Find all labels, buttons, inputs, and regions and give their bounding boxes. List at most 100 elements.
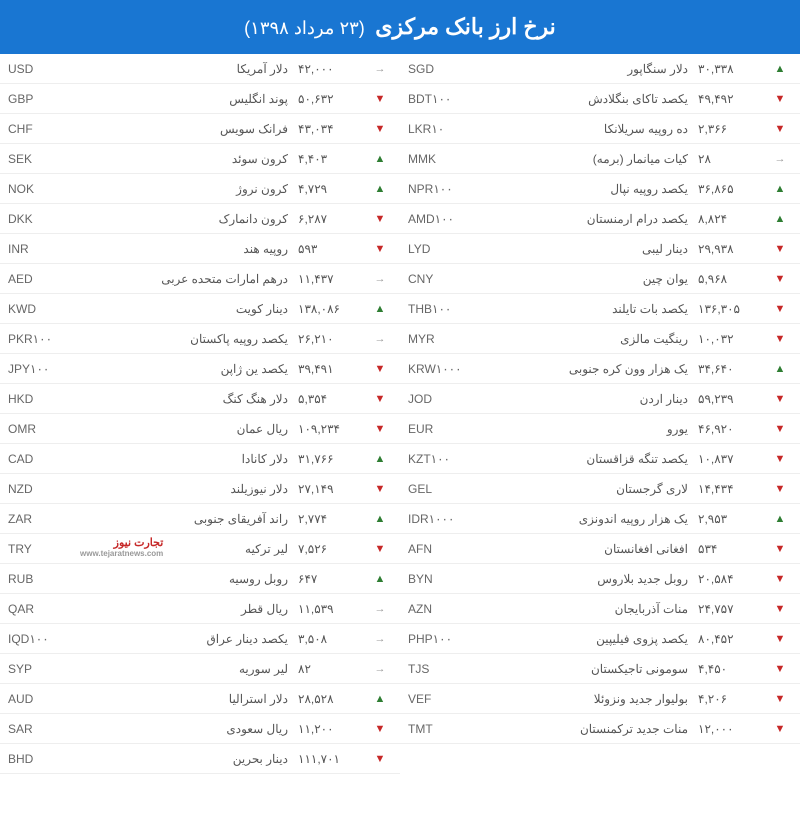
table-row: MMKکیات میانمار (برمه)۲۸→	[400, 144, 800, 174]
page-date: (۲۳ مرداد ۱۳۹۸)	[244, 18, 365, 38]
currency-name: دینار بحرین	[78, 752, 298, 766]
currency-value: ۱۰,۸۳۷	[698, 452, 768, 466]
trend-icon: ▼	[768, 633, 792, 645]
trend-icon: ▲	[768, 183, 792, 195]
table-row: SGDدلار سنگاپور۳۰,۳۳۸▲	[400, 54, 800, 84]
trend-icon: ▲	[368, 303, 392, 315]
currency-value: ۲۸	[698, 152, 768, 166]
table-row: THB۱۰۰یکصد بات تایلند۱۳۶,۳۰۵▼	[400, 294, 800, 324]
trend-icon: ▼	[368, 423, 392, 435]
currency-name: پوند انگلیس	[78, 92, 298, 106]
table-row: TMTمنات جدید ترکمنستان۱۲,۰۰۰▼	[400, 714, 800, 744]
currency-value: ۸۲	[298, 662, 368, 676]
currency-name: کرون نروژ	[78, 182, 298, 196]
currency-code: IQD۱۰۰	[8, 632, 78, 646]
currency-value: ۲۶,۲۱۰	[298, 332, 368, 346]
trend-icon: ▼	[768, 243, 792, 255]
trend-icon: ▼	[768, 573, 792, 585]
currency-name: یوان چین	[478, 272, 698, 286]
trend-icon: ▲	[368, 513, 392, 525]
table-row: QARریال قطر۱۱,۵۳۹→	[0, 594, 400, 624]
currency-name: دلار استرالیا	[78, 692, 298, 706]
currency-value: ۵۰,۶۳۲	[298, 92, 368, 106]
currency-value: ۸۰,۴۵۲	[698, 632, 768, 646]
table-row: IDR۱۰۰۰یک هزار روپیه اندونزی۲,۹۵۳▲	[400, 504, 800, 534]
currency-code: AFN	[408, 542, 478, 556]
currency-code: JPY۱۰۰	[8, 362, 78, 376]
currency-code: PHP۱۰۰	[408, 632, 478, 646]
currency-value: ۱۰۹,۲۳۴	[298, 422, 368, 436]
page-title: نرخ ارز بانک مرکزی	[375, 14, 556, 39]
currency-name: منات جدید ترکمنستان	[478, 722, 698, 736]
currency-code: LKR۱۰	[408, 122, 478, 136]
currency-value: ۸,۸۲۴	[698, 212, 768, 226]
trend-icon: ▼	[768, 123, 792, 135]
currency-code: OMR	[8, 422, 78, 436]
currency-name: ریال قطر	[78, 602, 298, 616]
currency-value: ۲۰,۵۸۴	[698, 572, 768, 586]
currency-name: کرون سوئد	[78, 152, 298, 166]
table-row: GELلاری گرجستان۱۴,۴۳۴▼	[400, 474, 800, 504]
trend-icon: ▼	[768, 663, 792, 675]
currency-name: افغانی افغانستان	[478, 542, 698, 556]
table-row: ZARراند آفریقای جنوبی۲,۷۷۴▲	[0, 504, 400, 534]
currency-name: منات آذربایجان	[478, 602, 698, 616]
trend-icon: →	[368, 633, 392, 645]
trend-icon: ▼	[768, 333, 792, 345]
currency-code: SGD	[408, 62, 478, 76]
currency-value: ۱۱,۴۳۷	[298, 272, 368, 286]
table-row: INRروپیه هند۵۹۳▼	[0, 234, 400, 264]
trend-icon: ▼	[768, 483, 792, 495]
currency-name: روبل روسیه	[78, 572, 298, 586]
currency-name: دلار کانادا	[78, 452, 298, 466]
trend-icon: ▼	[368, 483, 392, 495]
column-left: SGDدلار سنگاپور۳۰,۳۳۸▲BDT۱۰۰یکصد تاکای ب…	[400, 54, 800, 774]
currency-name: دینار لیبی	[478, 242, 698, 256]
table-row: JODدینار اردن۵۹,۲۳۹▼	[400, 384, 800, 414]
currency-value: ۲,۹۵۳	[698, 512, 768, 526]
table-row: LKR۱۰ده روپیه سریلانکا۲,۳۶۶▼	[400, 114, 800, 144]
currency-code: AZN	[408, 602, 478, 616]
trend-icon: ▲	[768, 363, 792, 375]
table-row: TRYلیر ترکیه۷,۵۲۶▼تجارت نیوزwww.tejaratn…	[0, 534, 400, 564]
trend-icon: ▼	[368, 213, 392, 225]
currency-code: TRY	[8, 542, 78, 556]
currency-name: کرون دانمارک	[78, 212, 298, 226]
currency-code: GEL	[408, 482, 478, 496]
table-row: BYNروبل جدید بلاروس۲۰,۵۸۴▼	[400, 564, 800, 594]
currency-name: یورو	[478, 422, 698, 436]
table-row: GBPپوند انگلیس۵۰,۶۳۲▼	[0, 84, 400, 114]
trend-icon: →	[368, 663, 392, 675]
currency-code: TJS	[408, 662, 478, 676]
currency-value: ۱۴,۴۳۴	[698, 482, 768, 496]
currency-code: CAD	[8, 452, 78, 466]
currency-code: EUR	[408, 422, 478, 436]
currency-value: ۳۰,۳۳۸	[698, 62, 768, 76]
currency-value: ۳,۵۰۸	[298, 632, 368, 646]
currency-name: درهم امارات متحده عربی	[78, 272, 298, 286]
currency-name: یک هزار وون کره جنوبی	[478, 362, 698, 376]
currency-name: لاری گرجستان	[478, 482, 698, 496]
table-row: LYDدینار لیبی۲۹,۹۳۸▼	[400, 234, 800, 264]
currency-value: ۴۹,۴۹۲	[698, 92, 768, 106]
currency-name: یکصد پزوی فیلیپین	[478, 632, 698, 646]
trend-icon: →	[368, 603, 392, 615]
currency-value: ۳۹,۴۹۱	[298, 362, 368, 376]
trend-icon: ▼	[768, 93, 792, 105]
currency-code: SAR	[8, 722, 78, 736]
table-row: EURیورو۴۶,۹۲۰▼	[400, 414, 800, 444]
currency-name: راند آفریقای جنوبی	[78, 512, 298, 526]
currency-name: ریال عمان	[78, 422, 298, 436]
currency-code: ZAR	[8, 512, 78, 526]
trend-icon: ▼	[768, 303, 792, 315]
currency-value: ۲۷,۱۴۹	[298, 482, 368, 496]
currency-code: NZD	[8, 482, 78, 496]
header: نرخ ارز بانک مرکزی (۲۳ مرداد ۱۳۹۸)	[0, 0, 800, 54]
currency-code: RUB	[8, 572, 78, 586]
trend-icon: ▲	[368, 153, 392, 165]
trend-icon: ▲	[368, 693, 392, 705]
currency-value: ۲۹,۹۳۸	[698, 242, 768, 256]
table-row: USDدلار آمریکا۴۲,۰۰۰→	[0, 54, 400, 84]
currency-value: ۱۲,۰۰۰	[698, 722, 768, 736]
table-body: USDدلار آمریکا۴۲,۰۰۰→GBPپوند انگلیس۵۰,۶۳…	[0, 54, 800, 774]
